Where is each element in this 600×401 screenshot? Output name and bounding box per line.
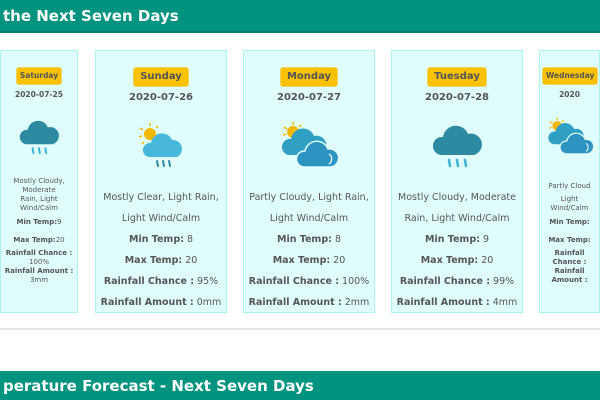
weather-description: Light Wind/Calm [550,195,589,212]
max-temp-label: Max Temp: [13,235,56,244]
min-temp-value: 9 [57,217,62,226]
partly-cloudy-icon [542,117,597,173]
weather-description: Rain, Light Wind/Calm [20,195,58,212]
rainfall-amount-label: Rainfall Amount : [551,267,588,284]
weather-description: Mostly Clear, Light Rain, [103,192,219,203]
forecast-date: 2020 [559,90,580,99]
rainfall-amount: Rainfall Amount : 3mm [3,267,75,285]
forecast-card: Wednesday 2020 Partly Cloud Light Wind/C… [539,50,600,313]
min-temp-label: Min Temp: [424,234,480,245]
forecast-card: Tuesday 2020-07-28 Mostly Cloudy, Modera… [391,50,523,313]
max-temp: Max Temp: 20 [96,250,226,271]
forecast-date: 2020-07-26 [129,92,193,103]
forecast-card: Monday 2020-07-27 Partly Cloudy, Light R… [243,50,375,313]
rainfall-amount: Rainfall Amount : 4mm [392,292,522,313]
min-temp-value: 9 [479,234,490,245]
seven-day-forecast-header: the Next Seven Days [0,0,600,33]
rainfall-amount: Rainfall Amount : [542,267,597,285]
max-temp-label: Max Temp: [124,255,183,266]
rainfall-chance-value: 95% [194,276,219,287]
max-temp-value: 20 [182,255,198,266]
rain-cloud-icon [392,121,522,177]
rainfall-chance-value: 100% [339,276,370,287]
max-temp: Max Temp: 20 [3,231,75,249]
max-temp: Max Temp: [542,231,597,249]
max-temp-value: 20 [478,255,494,266]
weather-description: Light Wind/Calm [269,213,349,224]
max-temp-value: 20 [55,235,65,244]
rainfall-chance-label: Rainfall Chance : [5,249,73,257]
day-badge: Wednesday [542,67,599,85]
rain-cloud-icon [3,117,75,173]
rainfall-chance-label: Rainfall Chance : [103,276,195,287]
max-temp-label: Max Temp: [548,235,591,244]
min-temp: Min Temp: 8 [96,229,226,250]
rainfall-amount-value: 3mm [29,276,49,284]
rainfall-amount: Rainfall Amount : 2mm [244,292,374,313]
min-temp-value: 8 [183,234,194,245]
forecast-date: 2020-07-28 [425,92,489,103]
min-temp-label: Min Temp: [16,217,57,226]
min-temp-label: Min Temp: [128,234,184,245]
day-badge: Sunday [133,67,189,87]
rainfall-chance-value: 99% [490,276,515,287]
weather-description: Mostly Cloudy, Moderate [13,177,65,194]
partly-cloudy-icon [244,121,374,177]
rainfall-amount-label: Rainfall Amount : [396,297,490,308]
min-temp: Min Temp: 9 [3,213,75,231]
max-temp-value: 20 [330,255,346,266]
min-temp-value: 8 [331,234,342,245]
rainfall-amount-label: Rainfall Amount : [4,267,74,275]
rainfall-chance: Rainfall Chance : [542,249,597,267]
max-temp-label: Max Temp: [420,255,479,266]
weather-description: Partly Cloudy, Light Rain, [249,192,369,203]
section-divider [0,328,600,330]
rainfall-chance-label: Rainfall Chance : [248,276,339,287]
day-badge: Tuesday [427,67,487,87]
rainfall-chance-label: Rainfall Chance : [399,276,491,287]
sun-rain-cloud-icon [96,121,226,177]
forecast-card: Sunday 2020-07-26 Mostly Clear, Light Ra… [95,50,227,313]
rainfall-amount-value: 0mm [193,297,222,308]
max-temp: Max Temp: 20 [244,250,374,271]
min-temp-label: Min Temp: [549,217,590,226]
rainfall-chance-label: Rainfall Chance : [552,249,587,266]
temperature-forecast-header: perature Forecast - Next Seven Days [0,371,600,400]
weather-description: Light Wind/Calm [121,213,201,224]
rainfall-amount-value: 4mm [489,297,518,308]
min-temp: Min Temp: 8 [244,229,374,250]
weather-description: Partly Cloud [548,181,591,190]
day-badge: Saturday [15,67,63,85]
rainfall-chance: Rainfall Chance : 100% [244,271,374,292]
max-temp: Max Temp: 20 [392,250,522,271]
min-temp: Min Temp: [542,213,597,231]
rainfall-chance: Rainfall Chance : 100% [3,249,75,267]
rainfall-amount-label: Rainfall Amount : [248,297,342,308]
rainfall-amount-label: Rainfall Amount : [100,297,194,308]
weather-description: Rain, Light Wind/Calm [404,213,510,224]
forecast-date: 2020-07-25 [15,90,63,99]
rainfall-amount-value: 2mm [341,297,370,308]
forecast-card: Saturday 2020-07-25 Mostly Cloudy, Moder… [0,50,78,313]
day-badge: Monday [279,67,339,87]
rainfall-amount: Rainfall Amount : 0mm [96,292,226,313]
forecast-date: 2020-07-27 [277,92,341,103]
min-temp: Min Temp: 9 [392,229,522,250]
max-temp-label: Max Temp: [272,255,331,266]
weather-description: Mostly Cloudy, Moderate [398,192,516,203]
rainfall-chance: Rainfall Chance : 99% [392,271,522,292]
rainfall-chance: Rainfall Chance : 95% [96,271,226,292]
rainfall-chance-value: 100% [28,258,49,266]
min-temp-label: Min Temp: [276,234,332,245]
